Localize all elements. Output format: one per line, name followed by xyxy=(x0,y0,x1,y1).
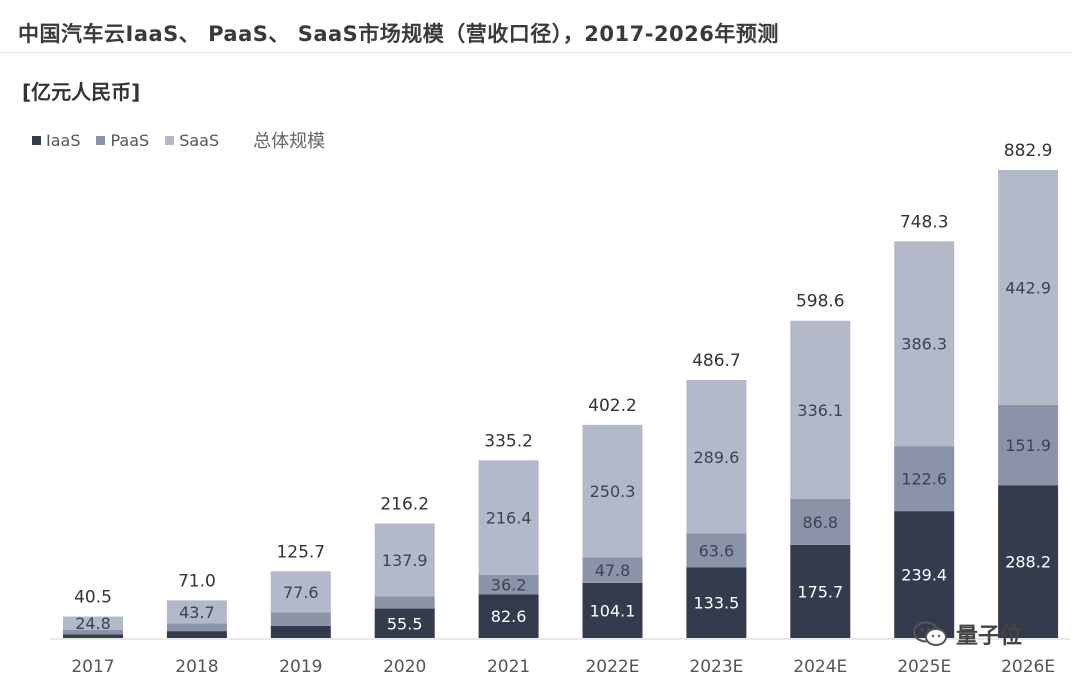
bar-paas-2024E xyxy=(790,498,851,545)
data-label-saas-2024E: 336.1 xyxy=(797,401,843,420)
bar-paas-2019 xyxy=(270,612,331,626)
bar-saas-2020 xyxy=(374,523,435,597)
total-label-2019: 125.7 xyxy=(276,542,325,562)
total-label-2017: 40.5 xyxy=(74,588,112,608)
data-label-saas-2018: 43.7 xyxy=(179,603,215,622)
data-label-saas-2020: 137.9 xyxy=(382,551,428,570)
data-label-paas-2026E: 151.9 xyxy=(1005,436,1051,455)
total-label-2024E: 598.6 xyxy=(796,292,845,312)
bar-iaas-2022E xyxy=(582,582,643,638)
data-label-iaas-2021: 82.6 xyxy=(491,607,527,626)
legend-label-iaas: IaaS xyxy=(46,130,81,150)
bar-paas-2023E xyxy=(686,533,747,568)
data-label-iaas-2025E: 239.4 xyxy=(901,566,947,585)
bar-iaas-2023E xyxy=(686,567,747,638)
wechat-icon xyxy=(913,621,947,646)
data-label-iaas-2022E: 104.1 xyxy=(590,601,636,620)
bar-iaas-2024E xyxy=(790,544,851,638)
bar-saas-2018 xyxy=(166,600,227,624)
bar-paas-2026E xyxy=(998,404,1059,486)
data-label-paas-2023E: 63.6 xyxy=(699,541,735,560)
bar-iaas-2020 xyxy=(374,608,435,638)
bar-iaas-2021 xyxy=(478,594,539,638)
data-label-paas-2021: 36.2 xyxy=(491,576,527,595)
legend-swatch-iaas xyxy=(32,135,41,145)
total-label-2023E: 486.7 xyxy=(692,351,741,371)
legend-label-saas: SaaS xyxy=(179,130,220,150)
legend-label-paas: PaaS xyxy=(110,130,150,150)
watermark: 量子位 xyxy=(912,618,1022,650)
x-tick-label-2018: 2018 xyxy=(175,657,218,677)
bar-iaas-2019 xyxy=(270,625,331,638)
bar-saas-2022E xyxy=(582,424,643,558)
data-label-saas-2021: 216.4 xyxy=(486,509,532,528)
data-label-iaas-2020: 55.5 xyxy=(387,614,423,633)
bar-iaas-2017 xyxy=(63,634,123,638)
bar-paas-2025E xyxy=(894,446,955,512)
legend-label-total: 总体规模 xyxy=(253,131,326,152)
total-label-2022E: 402.2 xyxy=(588,396,637,416)
x-tick-label-2021: 2021 xyxy=(487,657,530,677)
bar-iaas-2026E xyxy=(998,485,1059,638)
x-tick-label-2025E: 2025E xyxy=(897,657,951,677)
bar-saas-2021 xyxy=(478,460,539,576)
total-label-2026E: 882.9 xyxy=(1004,141,1053,161)
bar-saas-2019 xyxy=(270,571,331,613)
title-divider xyxy=(0,52,1072,53)
legend-swatch-saas xyxy=(165,135,175,145)
legend-swatch-paas xyxy=(96,135,106,145)
x-tick-label-2026E: 2026E xyxy=(1001,657,1055,677)
unit-label: [亿元人民币] xyxy=(22,80,141,104)
data-label-saas-2017: 24.8 xyxy=(75,614,111,633)
data-label-saas-2023E: 289.6 xyxy=(693,448,739,467)
x-tick-label-2017: 2017 xyxy=(71,657,114,677)
bar-paas-2021 xyxy=(478,575,539,595)
bar-saas-2025E xyxy=(894,241,955,447)
data-label-iaas-2023E: 133.5 xyxy=(693,594,739,613)
bar-paas-2020 xyxy=(374,596,435,609)
data-label-iaas-2024E: 175.7 xyxy=(797,582,843,601)
total-label-2020: 216.2 xyxy=(380,494,429,514)
bar-paas-2022E xyxy=(582,557,643,583)
chart-title: 中国汽车云IaaS、 PaaS、 SaaS市场规模（营收口径），2017-202… xyxy=(18,22,779,46)
total-label-2025E: 748.3 xyxy=(900,212,949,232)
total-label-2021: 335.2 xyxy=(484,431,533,451)
bar-saas-2024E xyxy=(790,320,851,499)
data-label-saas-2025E: 386.3 xyxy=(901,335,947,354)
bar-paas-2017 xyxy=(63,629,123,635)
legend-item-iaas: IaaS xyxy=(32,131,80,150)
legend-item-paas: PaaS xyxy=(96,131,149,150)
x-tick-label-2022E: 2022E xyxy=(585,657,639,677)
x-tick-label-2024E: 2024E xyxy=(793,657,847,677)
bar-saas-2017 xyxy=(63,616,123,630)
data-label-saas-2026E: 442.9 xyxy=(1005,278,1051,297)
x-tick-label-2019: 2019 xyxy=(279,657,322,677)
bar-iaas-2025E xyxy=(894,511,955,638)
data-label-paas-2022E: 47.8 xyxy=(595,561,631,580)
data-label-saas-2019: 77.6 xyxy=(283,583,319,602)
watermark-text: 量子位 xyxy=(956,624,1023,649)
data-label-iaas-2026E: 288.2 xyxy=(1005,553,1051,572)
legend-item-saas: SaaS xyxy=(165,131,219,150)
bar-saas-2026E xyxy=(998,169,1059,405)
bar-paas-2018 xyxy=(166,623,227,632)
total-label-2018: 71.0 xyxy=(178,571,216,591)
data-label-paas-2025E: 122.6 xyxy=(901,470,947,489)
legend: IaaS PaaS SaaS 总体规模 xyxy=(32,127,325,153)
x-tick-label-2020: 2020 xyxy=(383,657,426,677)
data-label-paas-2024E: 86.8 xyxy=(802,513,838,532)
x-tick-label-2023E: 2023E xyxy=(689,657,743,677)
data-label-saas-2022E: 250.3 xyxy=(590,482,636,501)
bar-saas-2023E xyxy=(686,380,747,534)
bar-iaas-2018 xyxy=(166,631,227,638)
